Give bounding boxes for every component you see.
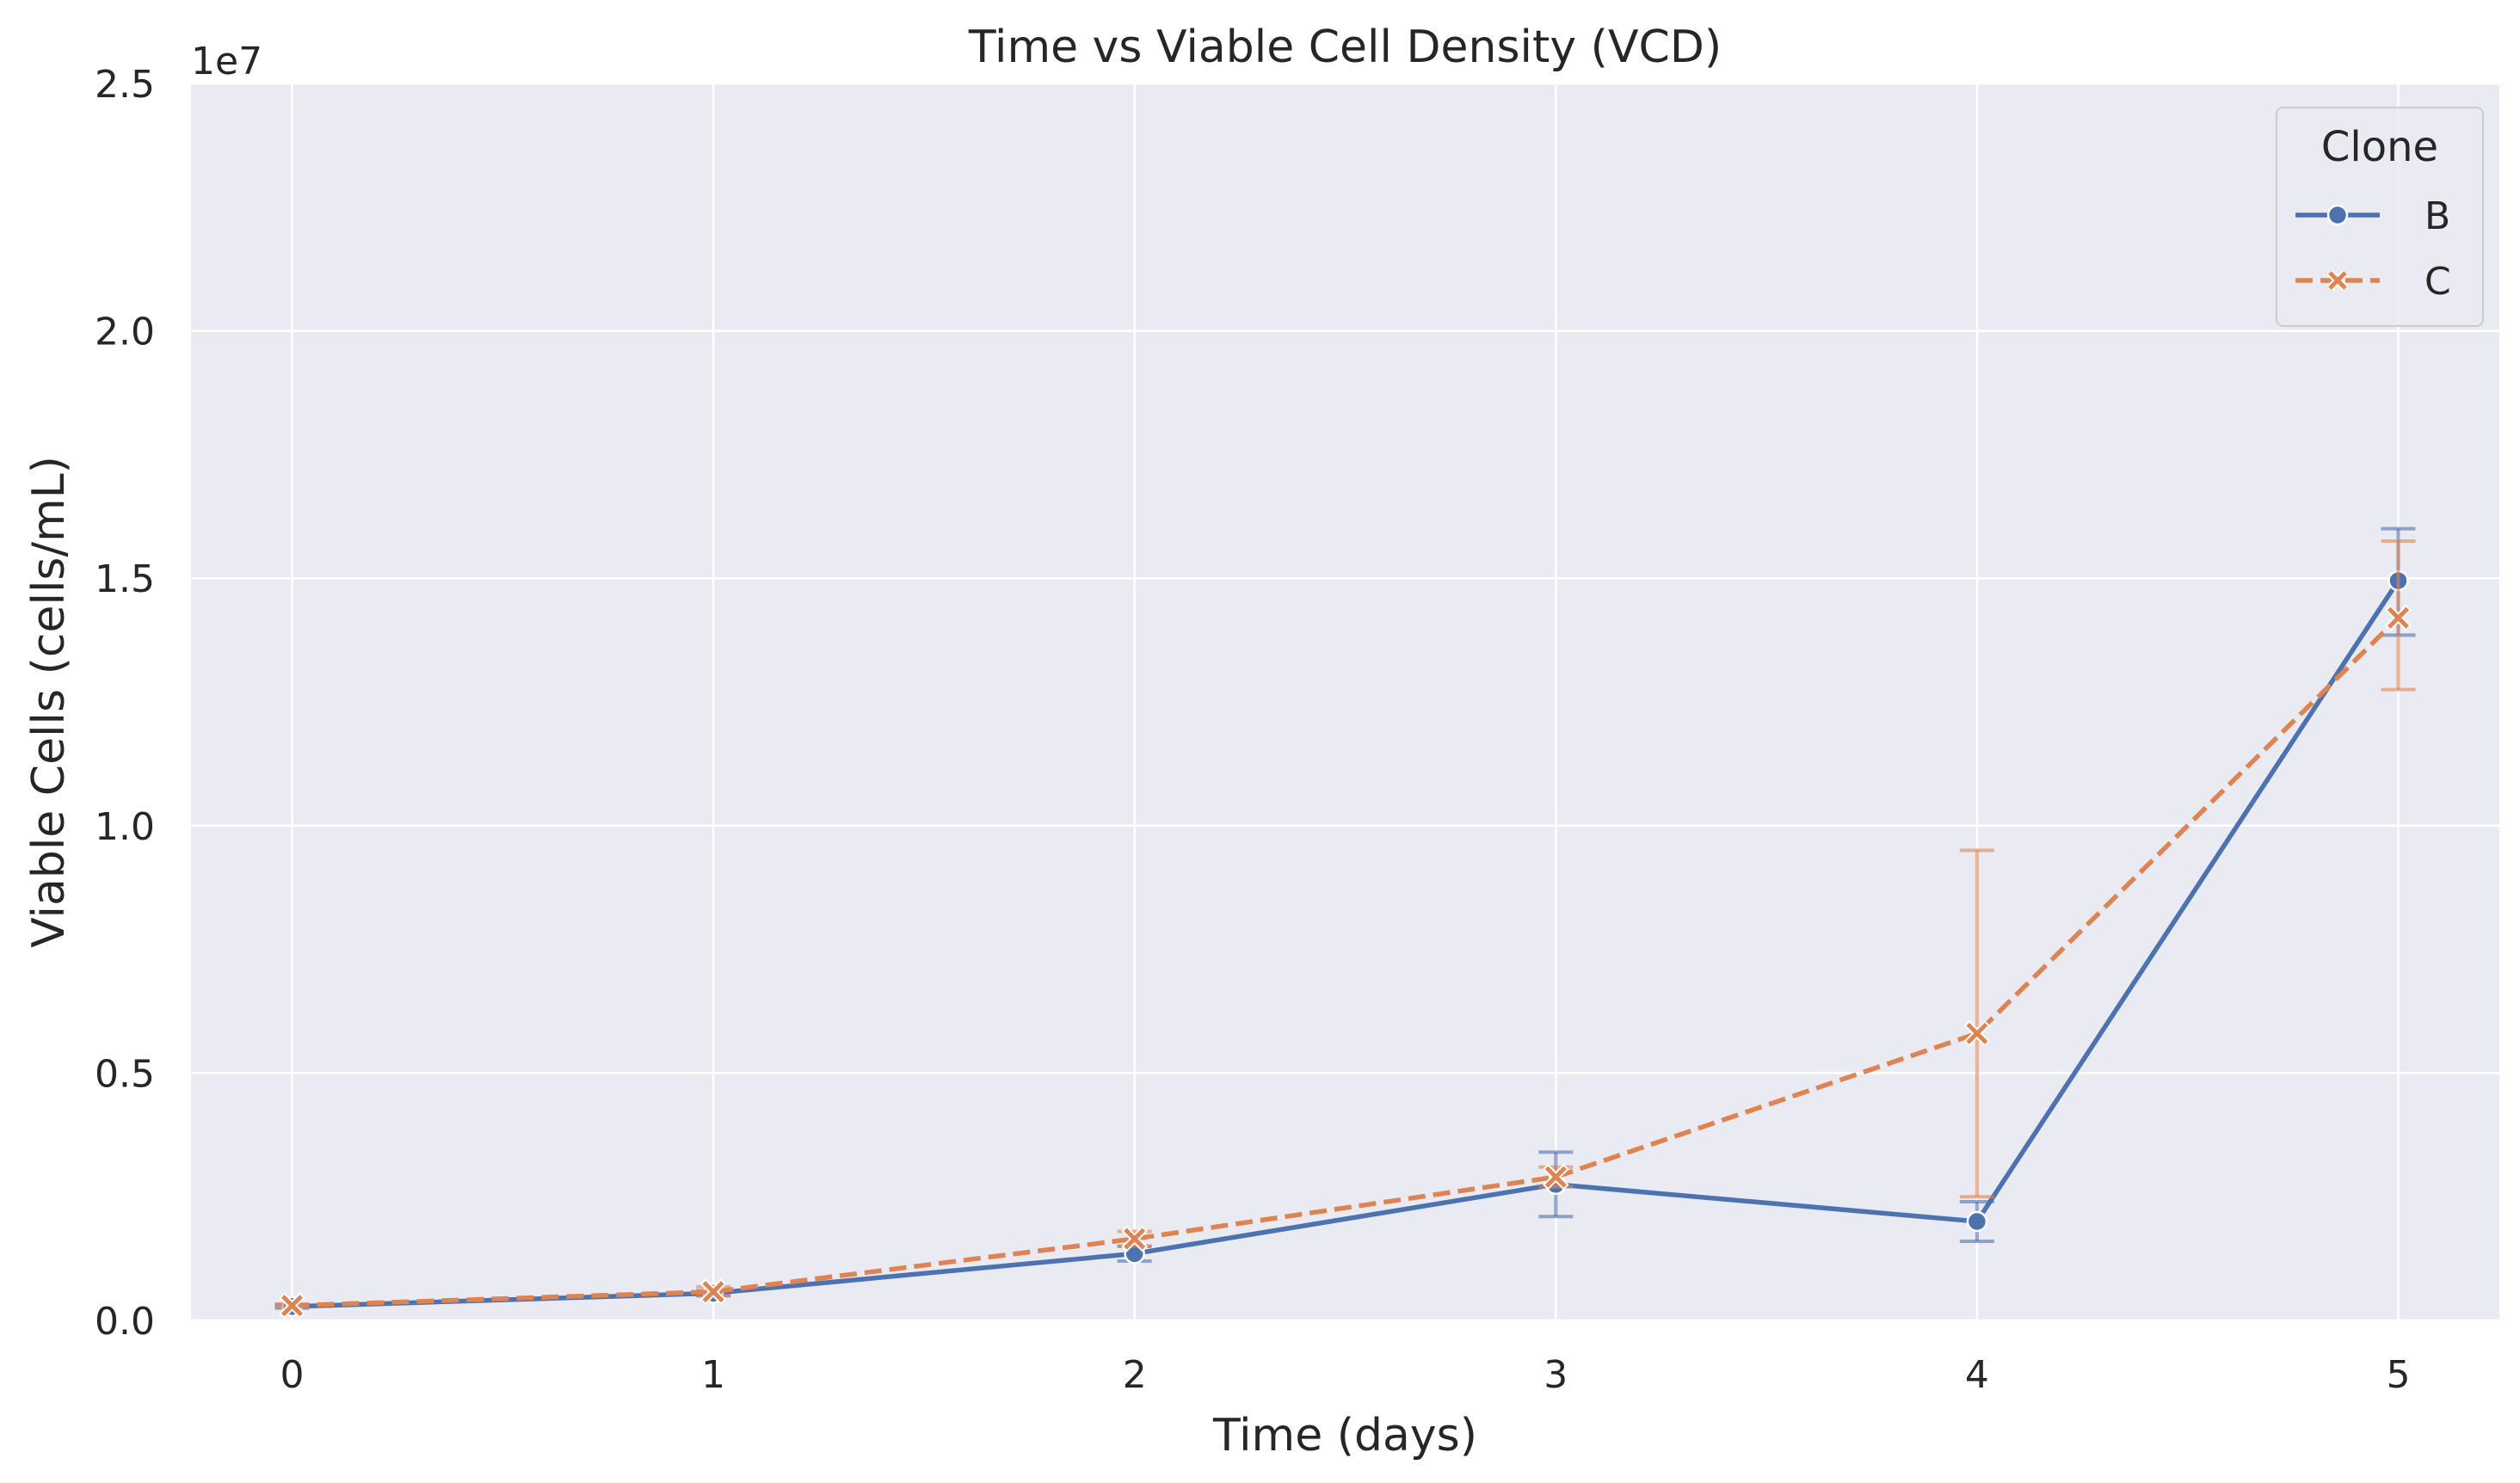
y-axis-label: Viable Cells (cells/mL) (23, 456, 75, 948)
axis-ticks: 0 1 2 3 4 5 0.0 0.5 1.0 1.5 2.0 2.5 (95, 63, 2410, 1397)
series-layer (274, 526, 2416, 1320)
series-line (292, 616, 2400, 1308)
x-tick-label: 5 (2386, 1353, 2410, 1397)
legend: Clone BC (2276, 107, 2484, 327)
data-point (1966, 1022, 1988, 1044)
x-tick-label: 1 (701, 1353, 725, 1397)
y-tick-label: 1.0 (95, 805, 155, 849)
plot-area (191, 83, 2499, 1320)
x-tick-label: 3 (1543, 1353, 1568, 1397)
legend-label: B (2424, 194, 2450, 238)
legend-label: C (2424, 260, 2451, 304)
legend-marker (2328, 271, 2347, 290)
y-tick-label: 0.0 (95, 1300, 155, 1344)
legend-item-C: C (2295, 260, 2451, 304)
data-point (1124, 1228, 1146, 1250)
data-point (702, 1281, 724, 1303)
y-tick-label: 2.0 (95, 311, 155, 354)
x-tick-label: 4 (1965, 1353, 1989, 1397)
y-tick-label: 1.5 (95, 557, 155, 601)
legend-item-B: B (2295, 194, 2450, 238)
x-axis-label: Time (days) (1212, 1410, 1477, 1461)
y-tick-label: 2.5 (95, 63, 155, 107)
chart-title: Time vs Viable Cell Density (VCD) (968, 22, 1722, 73)
data-point (1966, 1210, 1988, 1233)
legend-items: BC (2295, 194, 2451, 304)
data-point (1544, 1166, 1567, 1188)
legend-marker (2326, 204, 2349, 226)
y-axis-offset-label: 1e7 (191, 40, 262, 83)
x-tick-label: 2 (1123, 1353, 1147, 1397)
series-C (274, 539, 2416, 1320)
data-point (2387, 606, 2410, 629)
legend-title: Clone (2321, 123, 2438, 171)
x-tick-label: 0 (280, 1353, 305, 1397)
data-point (280, 1295, 304, 1317)
y-tick-label: 0.5 (95, 1052, 155, 1096)
